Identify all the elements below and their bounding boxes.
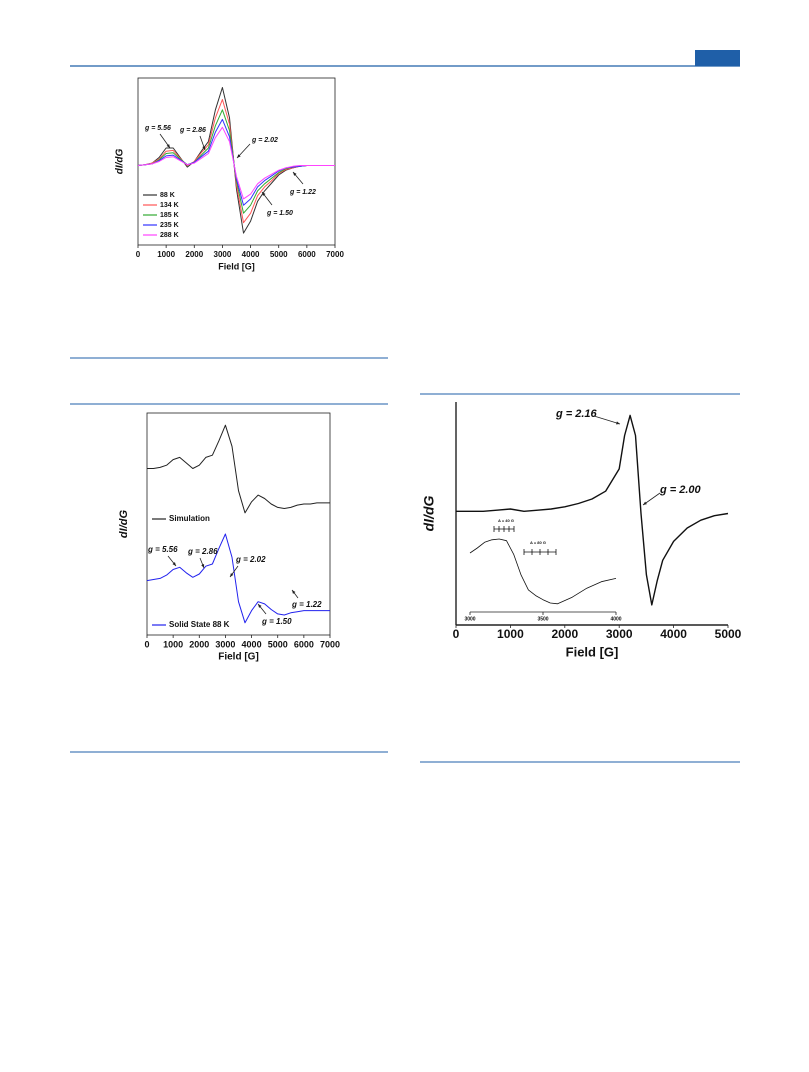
plot-frame <box>137 77 336 246</box>
annotation: g = 2.02 <box>235 555 266 564</box>
inset-hyperfine <box>493 526 557 555</box>
annotation: g = 1.22 <box>291 600 322 609</box>
x-tick-label: 3000 <box>215 639 235 649</box>
x-tick-label: 4000 <box>242 250 260 259</box>
legend-label: Solid State 88 K <box>169 620 230 629</box>
x-tick-label: 1000 <box>497 627 524 641</box>
arrow-head <box>201 564 205 568</box>
annotation: g = 1.22 <box>289 189 316 196</box>
x-tick-label: 0 <box>453 627 460 641</box>
x-tick-label: 7000 <box>320 639 340 649</box>
series-line <box>456 414 729 606</box>
annotation: g = 5.56 <box>144 125 171 132</box>
x-tick-label: 1000 <box>157 250 175 259</box>
arrow-head <box>258 604 262 608</box>
arrow-head <box>262 192 266 196</box>
annotation: A = 40 G <box>498 518 514 523</box>
arrow-head <box>202 146 206 150</box>
legend-label: 88 K <box>160 192 175 199</box>
x-tick-label: 4000 <box>242 639 262 649</box>
x-axis-label: Field [G] <box>566 644 619 659</box>
x-tick-label: 4000 <box>660 627 687 641</box>
annotation: g = 2.86 <box>187 547 218 556</box>
x-tick-label: 2000 <box>551 627 578 641</box>
legend-label: 288 K <box>160 232 179 239</box>
legend-label: Simulation <box>169 514 210 523</box>
annotation: g = 1.50 <box>266 210 293 217</box>
annotation: g = 2.00 <box>659 484 702 496</box>
x-tick-label: 3000 <box>214 250 232 259</box>
x-tick-label: 3500 <box>537 616 548 622</box>
arrow-head <box>293 172 297 176</box>
series-line <box>147 424 330 514</box>
x-tick-label: 3000 <box>464 616 475 622</box>
annotation: g = 5.56 <box>147 545 178 554</box>
y-axis-label: dI/dG <box>115 149 126 175</box>
legend-label: 235 K <box>160 222 179 229</box>
legend-label: 134 K <box>160 202 179 209</box>
x-tick-label: 7000 <box>326 250 344 259</box>
x-tick-label: 1000 <box>163 639 183 649</box>
x-axis-label: Field [G] <box>218 261 255 271</box>
x-axis-label: Field [G] <box>218 652 259 663</box>
annotation: g = 1.50 <box>261 617 292 626</box>
x-tick-label: 0 <box>144 639 149 649</box>
y-axis-label: dI/dG <box>118 510 130 539</box>
x-tick-label: 5000 <box>270 250 288 259</box>
arrow-head <box>643 501 647 505</box>
x-tick-label: 5000 <box>715 627 742 641</box>
arrow-head <box>292 590 296 594</box>
legend-label: 185 K <box>160 212 179 219</box>
x-tick-label: 6000 <box>298 250 316 259</box>
arrow-head <box>237 154 241 158</box>
x-tick-label: 5000 <box>268 639 288 649</box>
series-line <box>137 118 335 206</box>
series-line <box>469 538 617 605</box>
series-line <box>146 533 330 624</box>
x-tick-label: 2000 <box>185 250 203 259</box>
series-line <box>137 126 335 200</box>
arrow-head <box>172 562 176 566</box>
annotation: g = 2.02 <box>251 137 278 144</box>
annotation-arrow <box>593 415 621 425</box>
x-tick-label: 2000 <box>189 639 209 649</box>
x-tick-label: 3000 <box>606 627 633 641</box>
arrow-head <box>166 144 170 148</box>
x-tick-label: 4000 <box>610 616 621 622</box>
header-tab <box>695 50 740 66</box>
annotation: g = 2.86 <box>179 127 206 134</box>
arrow-head <box>230 573 234 577</box>
y-axis-label: dI/dG <box>421 496 437 532</box>
annotation: A = 80 G <box>530 540 546 545</box>
x-tick-label: 6000 <box>294 639 314 649</box>
arrow-head <box>616 421 620 425</box>
annotation: g = 2.16 <box>555 408 598 420</box>
plot-frame <box>146 412 331 636</box>
x-tick-label: 0 <box>136 250 141 259</box>
